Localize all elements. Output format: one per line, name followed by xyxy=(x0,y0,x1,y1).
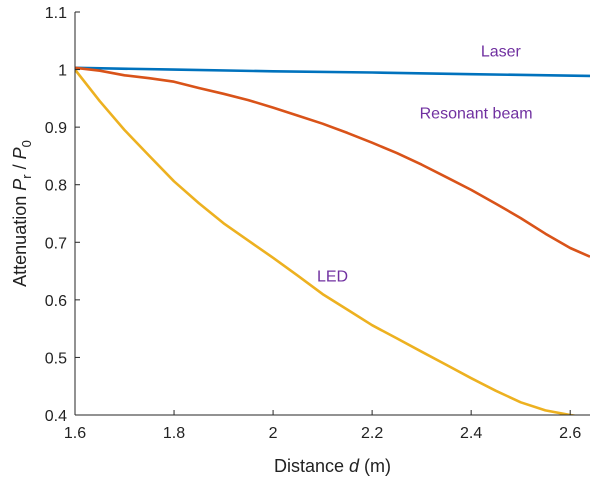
y-tick-label: 1 xyxy=(58,63,67,80)
series-label-led: LED xyxy=(317,268,348,285)
y-tick-label: 1.1 xyxy=(45,5,67,22)
series-line-resonant-beam xyxy=(75,66,590,258)
y-tick-label: 0.8 xyxy=(45,178,67,195)
series-line-laser xyxy=(75,66,590,78)
x-axis-label: Distance d (m) xyxy=(274,456,391,476)
y-tick-label: 0.6 xyxy=(45,293,67,310)
x-tick-label: 1.6 xyxy=(64,425,86,442)
y-tick-label: 0.9 xyxy=(45,120,67,137)
x-tick-label: 2 xyxy=(269,425,278,442)
y-tick-label: 0.4 xyxy=(45,408,67,425)
series-label-laser: Laser xyxy=(481,43,522,60)
y-tick-label: 0.5 xyxy=(45,350,67,367)
y-axis-label: Attenuation Pr / P0 xyxy=(10,140,34,287)
series-line-led xyxy=(75,68,579,415)
x-tick-label: 2.2 xyxy=(361,425,383,442)
axis-labels: Distance d (m) Attenuation Pr / P0 xyxy=(10,140,391,476)
x-tick-label: 2.6 xyxy=(559,425,581,442)
axes: 1.6 1.8 2 2.2 2.4 2.6 0.4 0.5 0.6 0.7 0.8 0.9 1 1.1 xyxy=(45,5,590,442)
plot-area: Laser Resonant beam LED xyxy=(75,43,590,415)
x-tick-label: 1.8 xyxy=(163,425,185,442)
series-label-resonant-beam: Resonant beam xyxy=(420,106,533,123)
x-tick-label: 2.4 xyxy=(460,425,482,442)
y-tick-label: 0.7 xyxy=(45,235,67,252)
